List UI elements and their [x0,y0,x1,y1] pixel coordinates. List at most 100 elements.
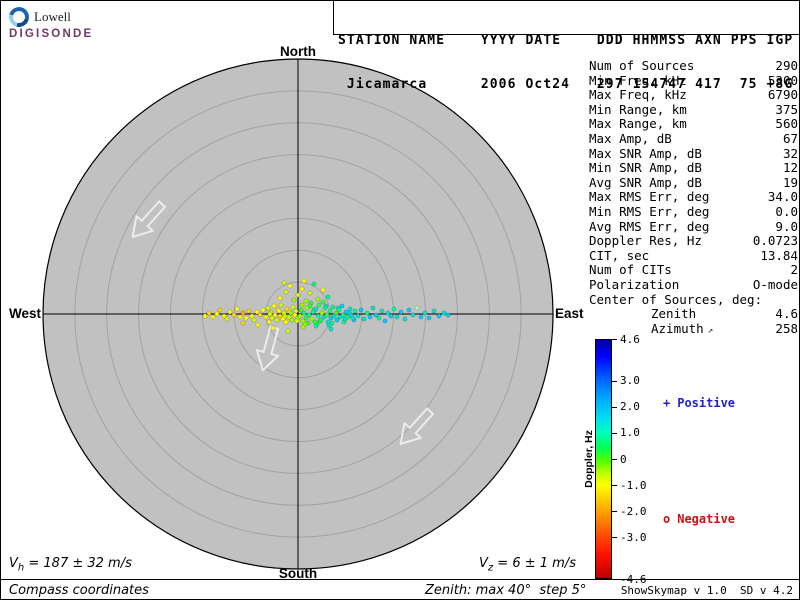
source-point [325,294,331,300]
circle-icon: o [663,512,671,526]
source-point [382,318,388,324]
stat-row: Max RMS Err, deg 34.0 [589,190,798,205]
source-point [361,316,367,322]
stat-label: Polarization [589,276,680,292]
source-point [391,306,397,312]
source-point [277,295,283,301]
source-point [318,317,324,323]
source-point [246,308,252,314]
horizontal-velocity-readout: Vh = 187 ± 32 m/s [9,556,132,574]
stat-value: O-mode [752,276,798,292]
source-point [277,313,283,319]
source-point [251,317,257,323]
source-point [202,313,208,319]
compass-label-west: West [9,306,42,321]
source-point [260,307,266,313]
source-point [292,312,298,318]
colorbar-tick-label: 1.0 [620,426,640,440]
digisonde-swoosh-icon [5,3,33,31]
source-point [309,316,315,322]
source-point [441,310,447,316]
stat-row: Max Freq, kHz 6790 [589,88,798,103]
stat-row: Min RMS Err, deg 0.0 [589,203,798,220]
source-point [315,313,321,319]
source-point [306,312,312,318]
stat-label: Max Freq, kHz [589,87,687,103]
source-point [406,307,412,313]
vertical-velocity-readout: Vz = 6 ± 1 m/s [479,556,576,574]
drift-arrow-icon [399,407,435,445]
source-point [234,306,240,312]
statistics-panel: Num of Sources 290 Min Freq, kHz 5300 Max Fr… [589,58,798,338]
compass-label-north: North [280,44,316,59]
header-column-titles: STATION NAME YYYY DATE DDD HHMMSS AXN PP… [338,33,794,48]
stat-label: Min RMS Err, deg [589,203,710,219]
source-point [265,305,271,311]
source-point [289,317,295,323]
source-point [334,317,340,323]
source-point [287,283,293,289]
source-point [240,310,246,316]
source-point [331,313,337,319]
stat-value: 5300 [767,72,798,88]
stat-row: CIT, sec 13.84 [589,248,798,264]
drift-arrows [131,200,435,445]
colorbar-tick [612,485,617,487]
stat-label: Num of Sources [589,58,695,73]
source-point [293,308,299,314]
source-point [347,306,353,312]
source-point [224,316,230,322]
source-point [336,307,342,313]
source-point [302,321,308,327]
coordinate-system-note: Compass coordinates [9,583,149,598]
source-point [300,324,306,330]
stat-row: Doppler Res, Hz 0.0723 [589,234,798,249]
source-point [394,314,400,320]
source-point [304,305,310,311]
source-point [325,319,331,325]
source-point [402,316,408,322]
stat-value: 19 [782,174,798,190]
colorbar-tick-label: -1.0 [620,478,647,492]
source-point [379,308,385,314]
stat-label: Avg SNR Amp, dB [589,174,702,190]
source-point [313,306,319,312]
source-point [328,315,334,321]
source-point [350,315,356,321]
stat-value: 375 [775,101,798,117]
colorbar-tick-label: -2.0 [620,504,647,518]
source-point [290,304,296,310]
stat-value: 258 [775,320,798,336]
source-point [303,315,309,321]
negative-legend-label: Negative [677,512,736,526]
source-point [352,308,358,314]
source-point [367,314,373,320]
source-point [310,309,316,315]
source-point [303,298,309,304]
stat-label: Center of Sources, deg: [589,291,763,307]
source-point [385,310,391,316]
source-point [286,314,292,320]
source-point [431,308,437,314]
stat-row: Polarization O-mode [589,276,798,293]
vz-subscript: z [487,562,494,574]
source-point [322,305,328,311]
source-point [445,312,451,318]
source-point [263,314,269,320]
stat-value: 34.0 [767,189,798,205]
colorbar-tick-label: 3.0 [620,374,640,388]
colorbar-tick [612,459,617,460]
azimuth-direction-icon: ↗ [707,325,714,336]
source-point [282,313,288,319]
source-point [426,315,432,321]
stat-label: Num of CITs [589,262,672,278]
colorbar-tick-label: 0 [620,452,627,466]
stat-row: Min SNR Amp, dB 12 [589,161,798,176]
source-point [294,318,300,324]
station-header: STATION NAME YYYY DATE DDD HHMMSS AXN PP… [338,5,793,121]
stat-row: Center of Sources, deg: [589,291,798,308]
source-point [300,318,306,324]
source-point [217,307,223,313]
stat-value: 290 [775,58,798,73]
